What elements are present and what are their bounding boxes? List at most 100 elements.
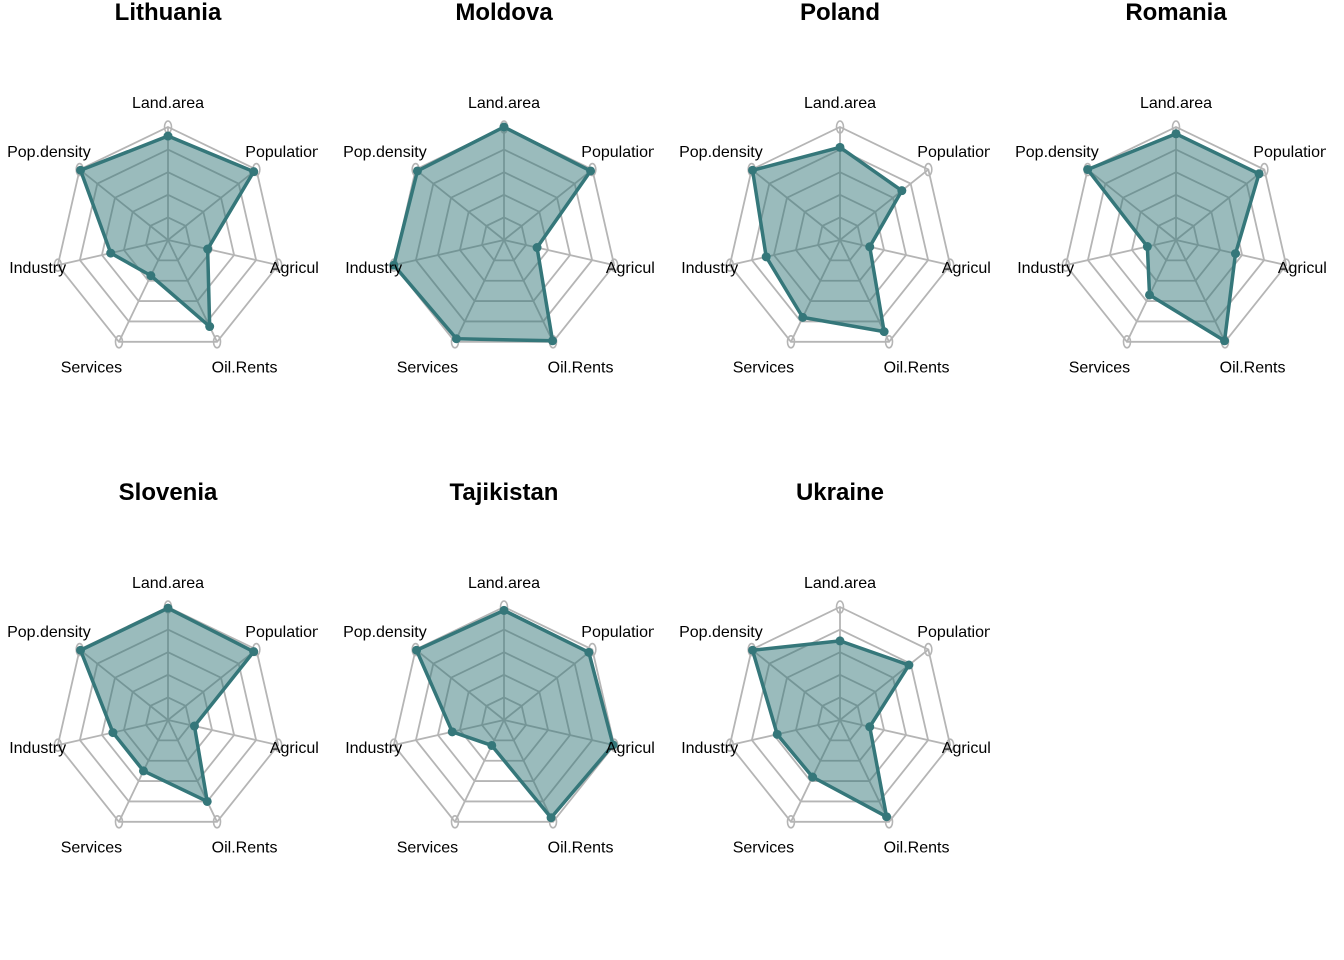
data-point — [108, 728, 118, 738]
data-point — [808, 772, 818, 782]
data-polygon — [750, 145, 904, 334]
data-point — [1254, 169, 1264, 179]
radar-panel: Poland Land.area Population Agriculture Oil.… — [679, 0, 1019, 377]
axis-label: Population — [1253, 144, 1329, 161]
data-polygon — [392, 125, 593, 343]
panel-title: Romania — [1125, 0, 1227, 26]
axis-end-marker — [114, 335, 124, 349]
data-point — [249, 647, 259, 657]
axis-label: Pop.density — [343, 624, 427, 641]
axis-end-marker — [114, 815, 124, 829]
radar-panel: Lithuania Land.area Population Agriculture O… — [7, 0, 347, 377]
axis-end-marker — [725, 738, 735, 752]
data-point — [1220, 336, 1230, 346]
grid-ring — [56, 126, 280, 343]
axis-label: Pop.density — [7, 624, 91, 641]
radar-panel: Slovenia Land.area Population Agriculture Oi… — [7, 479, 347, 857]
panel-title: Poland — [800, 0, 880, 26]
data-point — [748, 165, 758, 175]
axis-label: Oil.Rents — [884, 840, 950, 857]
axis-label: Services — [397, 360, 458, 377]
data-point — [138, 766, 148, 776]
data-point — [1230, 249, 1240, 259]
axis-end-marker — [273, 258, 283, 272]
axis-label: Oil.Rents — [212, 840, 278, 857]
grid-ring — [392, 606, 616, 823]
data-point — [447, 727, 457, 737]
data-point — [205, 322, 215, 332]
axis-label: Industry — [1017, 260, 1074, 277]
data-point — [189, 721, 199, 731]
axis-label: Population — [581, 624, 657, 641]
grid-ring — [728, 126, 952, 343]
data-point — [584, 647, 594, 657]
axis-end-marker — [450, 815, 460, 829]
axis-label: Industry — [681, 260, 738, 277]
data-point — [865, 242, 875, 252]
axis-end-marker — [273, 738, 283, 752]
axis-label: Services — [61, 360, 122, 377]
data-point — [865, 722, 875, 732]
data-point — [1171, 129, 1181, 139]
axis-label: Pop.density — [679, 144, 763, 161]
axis-label: Industry — [9, 740, 66, 757]
data-polygon — [78, 606, 256, 804]
data-point — [106, 248, 116, 258]
data-point — [904, 660, 914, 670]
axis-label: Services — [733, 360, 794, 377]
data-point — [1145, 290, 1155, 300]
data-point — [203, 244, 213, 254]
grid-ring — [728, 606, 952, 823]
axis-label: Land.area — [132, 575, 204, 592]
data-point — [882, 812, 892, 822]
axis-end-marker — [53, 738, 63, 752]
grid-ring — [1064, 126, 1288, 343]
panel-title: Tajikistan — [450, 479, 559, 506]
data-polygon — [1085, 132, 1261, 343]
data-point — [586, 166, 596, 176]
data-point — [798, 312, 808, 322]
axis-end-marker — [835, 600, 845, 614]
axis-label: Services — [1069, 360, 1130, 377]
axis-label: Agriculture — [942, 260, 1019, 277]
axis-end-marker — [609, 258, 619, 272]
axis-label: Agriculture — [270, 740, 347, 757]
axis-end-marker — [786, 335, 796, 349]
data-point — [748, 645, 758, 655]
axis-end-marker — [212, 815, 222, 829]
radar-panel: Ukraine Land.area Population Agriculture Oil… — [679, 479, 990, 857]
axis-end-marker — [1122, 335, 1132, 349]
axis-label: Services — [397, 840, 458, 857]
data-point — [608, 740, 618, 750]
axis-label: Land.area — [804, 575, 876, 592]
axis-end-marker — [945, 738, 955, 752]
axis-label: Agriculture — [270, 260, 347, 277]
axis-label: Industry — [345, 740, 402, 757]
axis-end-marker — [924, 162, 933, 177]
axis-end-marker — [1281, 258, 1291, 272]
axis-label: Oil.Rents — [548, 840, 614, 857]
panel-title: Ukraine — [796, 479, 884, 506]
axis-label: Oil.Rents — [212, 360, 278, 377]
axis-label: Services — [61, 840, 122, 857]
axis-end-marker — [53, 258, 63, 272]
data-point — [532, 243, 542, 253]
data-point — [202, 796, 212, 806]
panel-title: Slovenia — [119, 479, 218, 506]
axis-label: Land.area — [1140, 95, 1212, 112]
axis-label: Pop.density — [1015, 144, 1099, 161]
radar-panel: Tajikistan Land.area Population Agriculture… — [343, 479, 683, 857]
data-polygon — [78, 134, 256, 329]
axis-label: Agriculture — [1278, 260, 1344, 277]
data-polygon — [750, 639, 911, 819]
axis-label: Agriculture — [606, 740, 683, 757]
axis-label: Industry — [681, 740, 738, 757]
axis-label: Population — [245, 144, 321, 161]
axis-label: Agriculture — [606, 260, 683, 277]
panel-title: Moldova — [455, 0, 553, 26]
data-polygon — [414, 608, 615, 820]
data-point — [389, 260, 399, 270]
axis-label: Industry — [345, 260, 402, 277]
axis-end-marker — [389, 738, 399, 752]
